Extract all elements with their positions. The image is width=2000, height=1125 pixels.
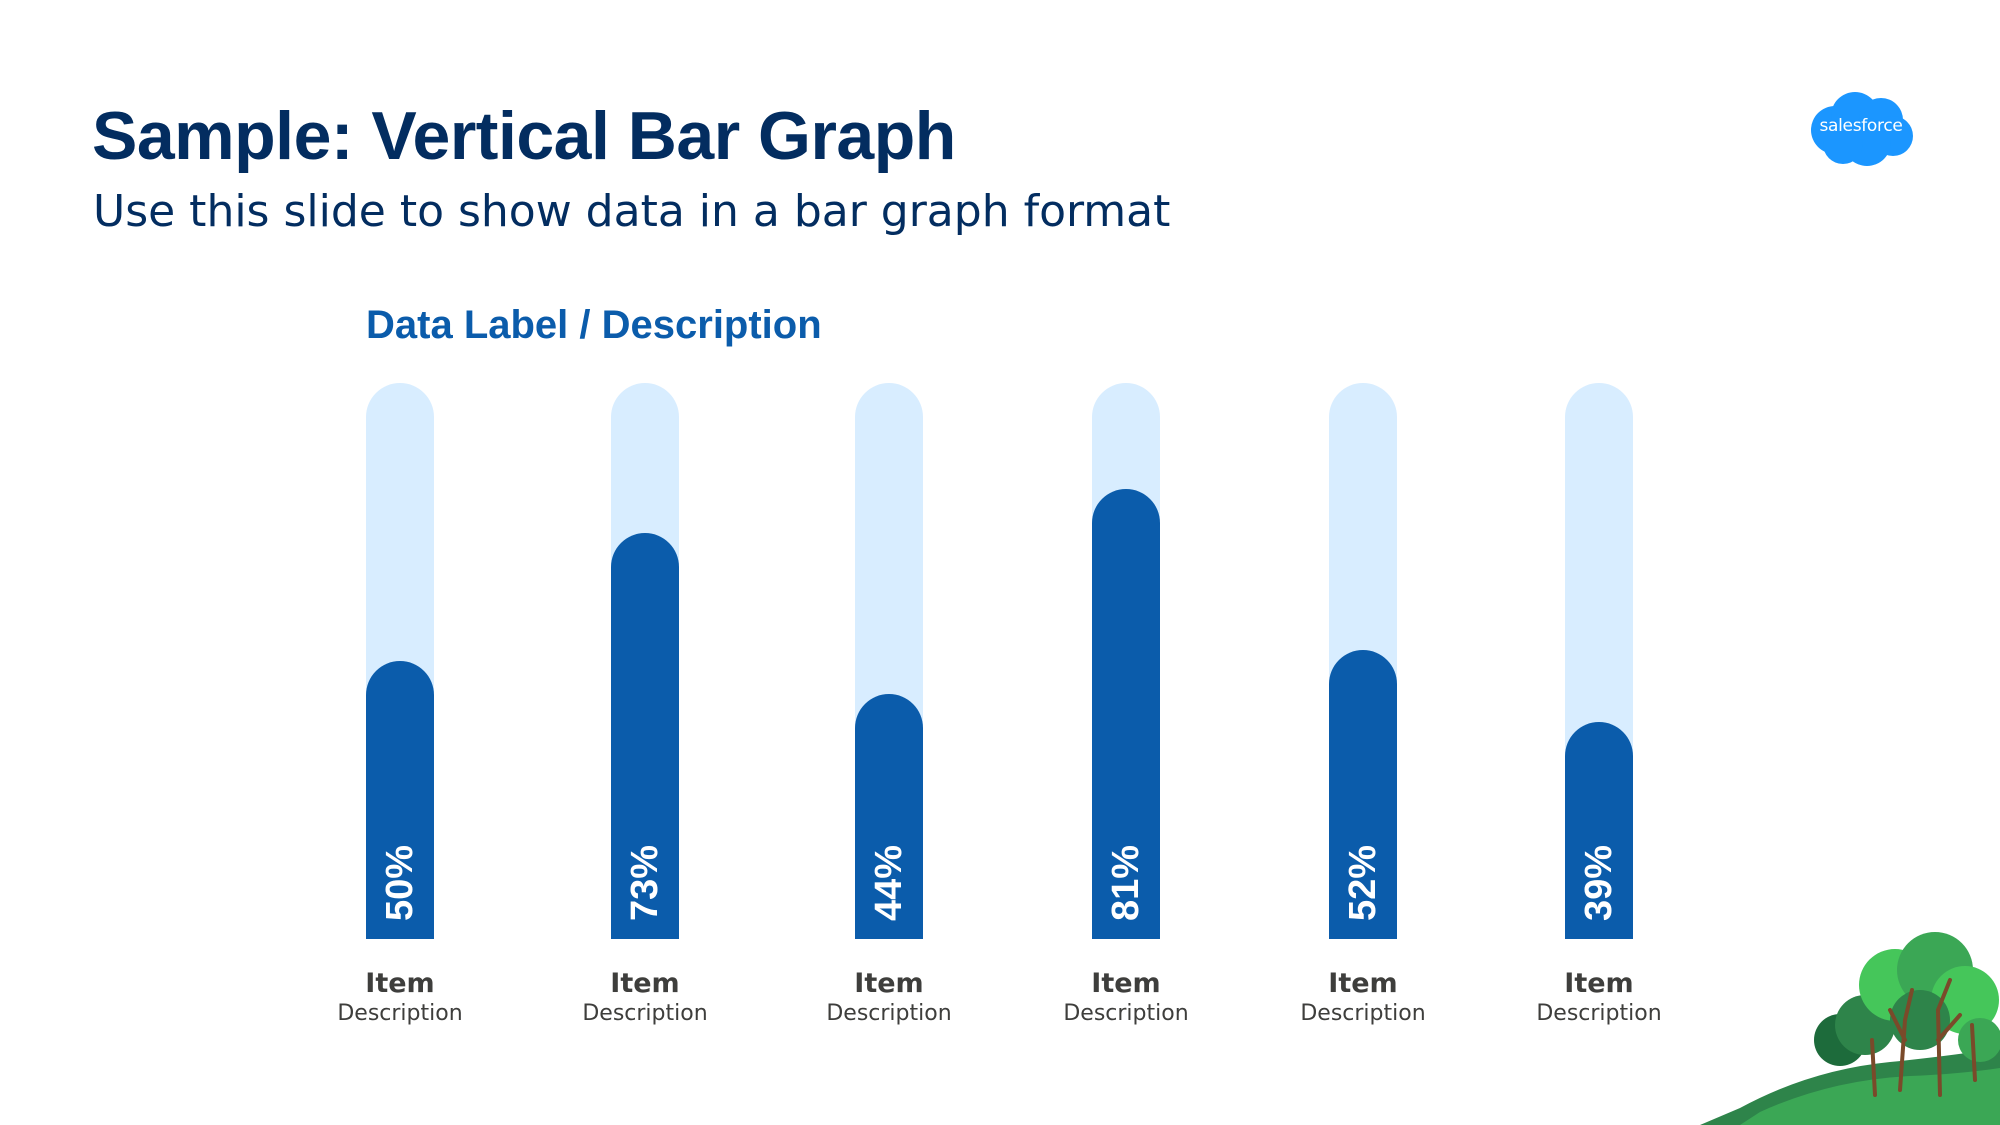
bar-fill <box>366 661 434 939</box>
bar-fill <box>1092 488 1160 939</box>
category-description: Description <box>1536 1001 1662 1026</box>
slide-title: Sample: Vertical Bar Graph <box>92 98 956 174</box>
slide-subtitle: Use this slide to show data in a bar gra… <box>93 186 1171 237</box>
category-description: Description <box>1300 1001 1426 1026</box>
bar-fill <box>1329 649 1397 939</box>
bar-1: 50% <box>366 383 434 939</box>
category-label: Item <box>1328 968 1398 999</box>
category-label: Item <box>610 968 680 999</box>
bar-value-label: 81% <box>1105 844 1147 921</box>
trees-on-hill-illustration <box>1700 932 2000 1125</box>
bar-3: 44% <box>855 383 923 939</box>
category-label: Item <box>1564 968 1634 999</box>
bar-value-label: 73% <box>624 844 666 921</box>
category-description: Description <box>826 1001 952 1026</box>
bar-value-label: 50% <box>379 844 421 921</box>
category-label: Item <box>854 968 924 999</box>
bar-fill <box>611 533 679 939</box>
chart-title: Data Label / Description <box>366 303 822 347</box>
salesforce-logo: salesforce <box>1805 90 1917 168</box>
bar-fill <box>855 694 923 939</box>
category-description: Description <box>1063 1001 1189 1026</box>
bar-fill <box>1565 722 1633 939</box>
category-description: Description <box>582 1001 708 1026</box>
logo-text: salesforce <box>1819 116 1903 136</box>
category-label: Item <box>1091 968 1161 999</box>
bar-4: 81% <box>1092 383 1160 939</box>
bar-6: 39% <box>1565 383 1633 939</box>
bar-value-label: 39% <box>1578 844 1620 921</box>
bar-5: 52% <box>1329 383 1397 939</box>
bar-2: 73% <box>611 383 679 939</box>
cloud-icon <box>1811 92 1913 166</box>
bar-value-label: 52% <box>1342 844 1384 921</box>
bar-value-label: 44% <box>868 844 910 921</box>
category-label: Item <box>365 968 435 999</box>
category-description: Description <box>337 1001 463 1026</box>
